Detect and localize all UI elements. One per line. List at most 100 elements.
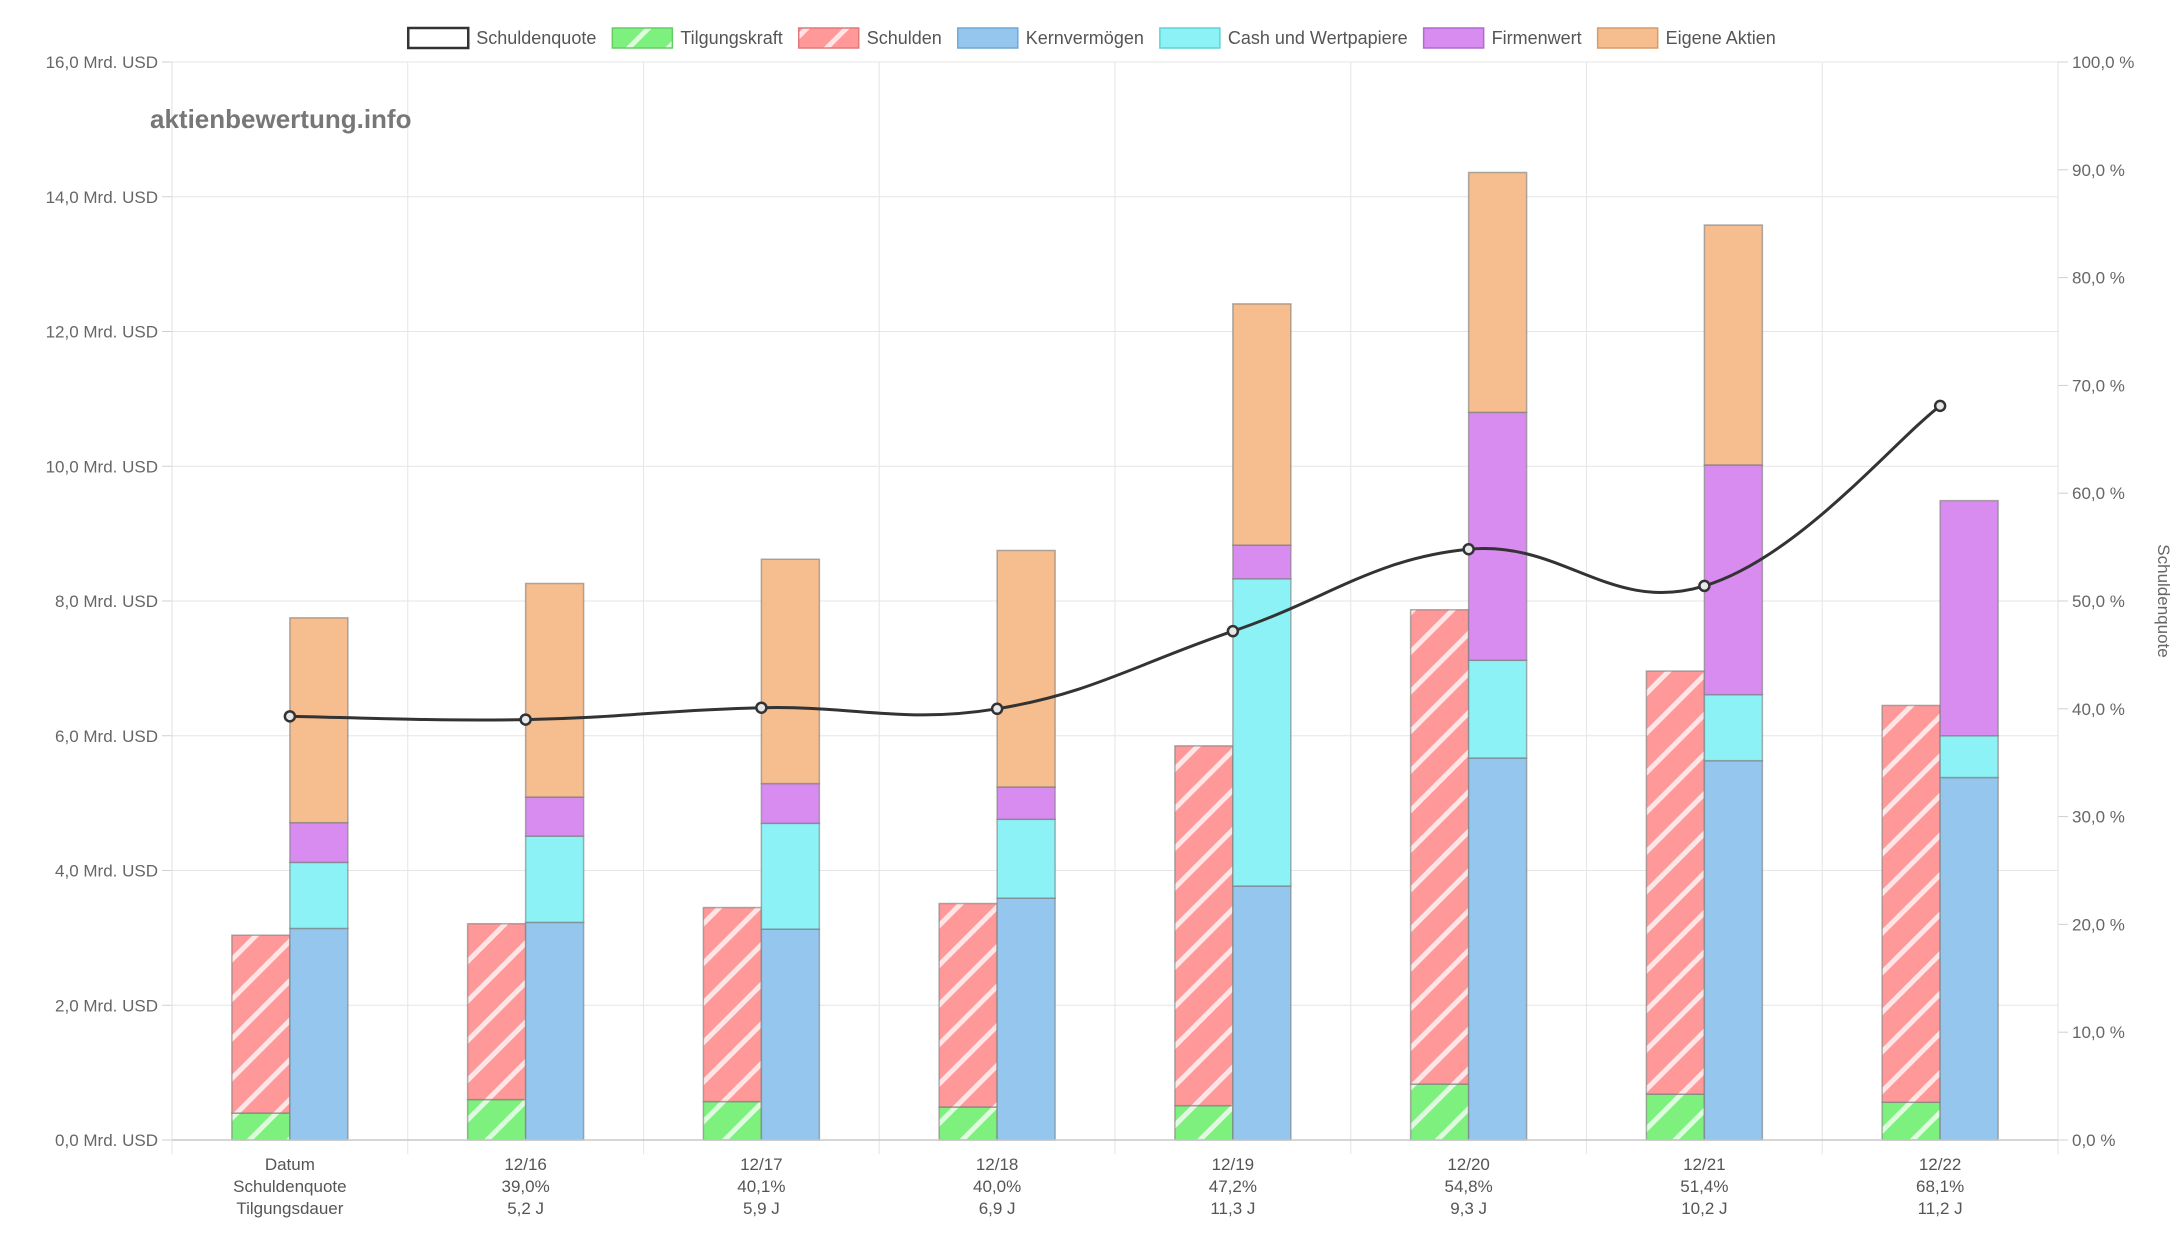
bar-eigene-aktien [1703, 224, 1764, 466]
bar-schulden [1645, 670, 1706, 1095]
bar-cash-und-wertpapiere [1939, 735, 1999, 779]
x-tilgungsdauer-label: 11,2 J [1918, 1199, 1963, 1218]
bar-eigene-aktien [996, 549, 1056, 788]
right-axis-tick-label: 10,0 % [2072, 1023, 2125, 1042]
bar-firmenwert [1232, 544, 1292, 580]
left-axis-tick-label: 0,0 Mrd. USD [55, 1131, 158, 1150]
legend-label-tilgungskraft: Tilgungskraft [680, 28, 782, 48]
right-axis-tick-label: 90,0 % [2072, 161, 2125, 180]
line-point-schuldenquote [1933, 399, 1947, 413]
legend-label-kernverm-gen: Kernvermögen [1026, 28, 1144, 48]
x-date-label: 12/17 [740, 1155, 783, 1174]
x-schuldenquote-label: Schuldenquote [233, 1177, 346, 1196]
x-date-label: 12/22 [1919, 1155, 1962, 1174]
left-axis-tick-label: 12,0 Mrd. USD [46, 323, 158, 342]
bar-firmenwert [996, 786, 1056, 821]
bar-kernverm-gen [1939, 776, 1999, 1141]
line-layer [283, 399, 1947, 726]
legend-layer: Schuldenquote Tilgungskraft Schulden Kernve… [406, 26, 1776, 50]
x-schuldenquote-label: 54,8% [1445, 1177, 1493, 1196]
line-point-schuldenquote [990, 702, 1004, 716]
bar-kernverm-gen [1232, 885, 1292, 1141]
line-point-schuldenquote [1462, 543, 1475, 556]
legend-swatch-firmenwert [1422, 27, 1485, 49]
legend-swatch-tilgungskraft [611, 27, 674, 49]
watermark-text: aktienbewertung.info [150, 104, 411, 134]
left-axis-tick-label: 16,0 Mrd. USD [46, 53, 158, 72]
right-axis-tick-label: 80,0 % [2072, 269, 2125, 288]
x-date-label: 12/16 [504, 1155, 547, 1174]
bar-tilgungskraft [1645, 1093, 1706, 1141]
bar-kernverm-gen [996, 897, 1056, 1141]
bar-eigene-aktien [289, 617, 349, 824]
x-tilgungsdauer-label: 5,9 J [743, 1199, 780, 1218]
bar-schulden [1174, 745, 1234, 1107]
bar-firmenwert [1467, 411, 1528, 662]
right-axis-tick-label: 50,0 % [2072, 592, 2125, 611]
bar-eigene-aktien [524, 582, 585, 798]
bar-tilgungskraft [1174, 1104, 1234, 1141]
right-axis-title: Schuldenquote [2154, 544, 2173, 657]
axis-layer: 0,0 Mrd. USD 2,0 Mrd. USD 4,0 Mrd. USD 6,0 … [46, 53, 2173, 1218]
right-axis-tick-label: 20,0 % [2072, 915, 2125, 934]
bar-kernverm-gen [524, 921, 585, 1141]
left-axis-tick-label: 8,0 Mrd. USD [55, 592, 158, 611]
bar-firmenwert [289, 821, 349, 864]
legend-label-schuldenquote: Schuldenquote [476, 28, 596, 48]
x-tilgungsdauer-label: Tilgungsdauer [236, 1199, 343, 1218]
left-axis-tick-label: 2,0 Mrd. USD [55, 996, 158, 1015]
x-schuldenquote-label: 39,0% [502, 1177, 550, 1196]
bar-firmenwert [1703, 464, 1764, 696]
x-tilgungsdauer-label: 6,9 J [979, 1199, 1016, 1218]
x-schuldenquote-label: 51,4% [1680, 1177, 1728, 1196]
bar-tilgungskraft [938, 1106, 998, 1141]
bar-schulden [466, 922, 527, 1101]
x-tilgungsdauer-label: 11,3 J [1210, 1199, 1255, 1218]
right-axis-tick-label: 40,0 % [2072, 700, 2125, 719]
legend-label-firmenwert: Firmenwert [1492, 28, 1582, 48]
bar-cash-und-wertpapiere [996, 818, 1056, 899]
right-axis-tick-label: 0,0 % [2072, 1131, 2115, 1150]
x-schuldenquote-label: 40,1% [737, 1177, 785, 1196]
bar-cash-und-wertpapiere [1232, 578, 1292, 887]
x-tilgungsdauer-label: 5,2 J [507, 1199, 544, 1218]
bar-tilgungskraft [1881, 1101, 1941, 1141]
bar-firmenwert [524, 796, 585, 837]
x-date-label: 12/18 [976, 1155, 1019, 1174]
left-axis-tick-label: 4,0 Mrd. USD [55, 862, 158, 881]
line-schuldenquote [289, 404, 1942, 722]
bar-kernverm-gen [289, 927, 349, 1141]
left-axis-tick-label: 14,0 Mrd. USD [46, 188, 158, 207]
bar-cash-und-wertpapiere [289, 861, 349, 930]
bar-kernverm-gen [760, 928, 821, 1141]
x-schuldenquote-label: 68,1% [1916, 1177, 1964, 1196]
legend-swatch-schuldenquote [406, 26, 470, 50]
x-date-label: 12/21 [1683, 1155, 1726, 1174]
x-schuldenquote-label: 47,2% [1209, 1177, 1257, 1196]
line-point-schuldenquote [519, 713, 532, 726]
legend-label-eigene-aktien: Eigene Aktien [1666, 28, 1776, 48]
bar-kernverm-gen [1467, 757, 1528, 1141]
x-date-label: 12/19 [1212, 1155, 1255, 1174]
line-point-schuldenquote [1226, 624, 1240, 638]
bar-tilgungskraft [466, 1098, 527, 1141]
x-date-label: 12/20 [1447, 1155, 1490, 1174]
bar-tilgungskraft [231, 1112, 291, 1141]
bar-firmenwert [760, 782, 821, 825]
bar-cash-und-wertpapiere [524, 835, 585, 924]
x-schuldenquote-label: 40,0% [973, 1177, 1021, 1196]
bar-eigene-aktien [1232, 303, 1292, 546]
legend-label-cash-und-wertpapiere: Cash und Wertpapiere [1228, 28, 1408, 48]
bar-tilgungskraft [702, 1100, 763, 1141]
bar-eigene-aktien [1467, 171, 1528, 414]
legend-swatch-schulden [797, 27, 860, 49]
grid-layer [171, 61, 2059, 1154]
bar-kernverm-gen [1703, 759, 1764, 1141]
x-date-label: Datum [265, 1155, 315, 1174]
right-axis-tick-label: 70,0 % [2072, 376, 2125, 395]
bar-schulden [231, 934, 291, 1114]
bar-schulden [1881, 704, 1941, 1104]
legend-swatch-eigene-aktien [1596, 27, 1659, 49]
